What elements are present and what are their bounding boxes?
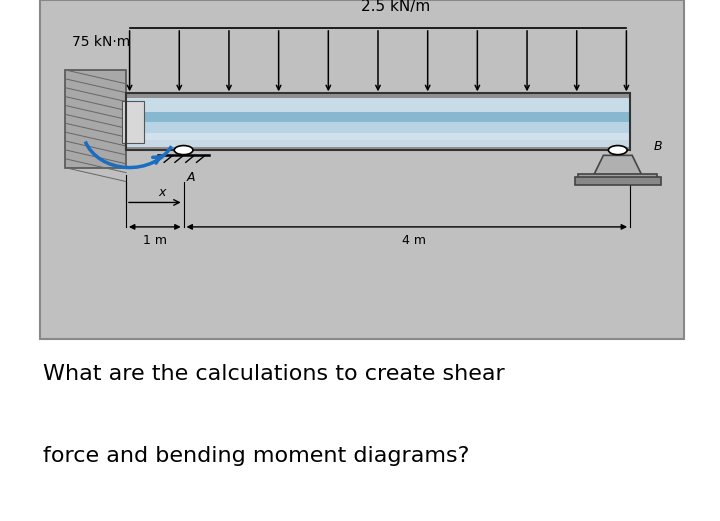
Text: 2.5 kN/m: 2.5 kN/m	[361, 0, 431, 14]
Bar	[126, 93, 630, 98]
Bar	[126, 146, 630, 150]
Text: 75 kN·m: 75 kN·m	[72, 35, 130, 49]
Bar	[126, 133, 630, 140]
Text: force and bending moment diagrams?: force and bending moment diagrams?	[43, 446, 469, 466]
Text: A: A	[186, 171, 195, 184]
Text: x: x	[158, 186, 166, 199]
Bar	[126, 93, 630, 150]
Text: What are the calculations to create shear: What are the calculations to create shea…	[43, 364, 505, 384]
Bar	[126, 111, 630, 122]
Bar	[122, 101, 144, 143]
Bar	[126, 122, 630, 133]
Text: 1 m: 1 m	[143, 234, 167, 247]
Circle shape	[174, 145, 193, 155]
Bar	[575, 177, 661, 185]
Bar	[578, 174, 657, 178]
Polygon shape	[594, 155, 642, 175]
Bar	[126, 140, 630, 146]
Text: 4 m: 4 m	[402, 234, 426, 247]
Bar	[126, 98, 630, 111]
Bar	[40, 0, 684, 339]
Text: B: B	[654, 140, 662, 153]
Bar	[65, 70, 126, 168]
Circle shape	[608, 145, 627, 155]
